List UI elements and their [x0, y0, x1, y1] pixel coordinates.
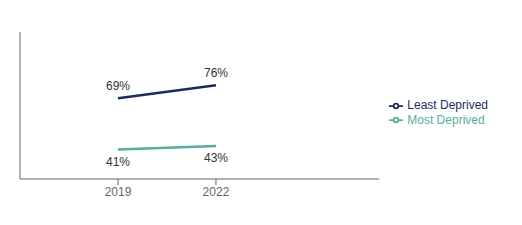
- svg-text:76%: 76%: [204, 66, 228, 80]
- svg-text:2019: 2019: [105, 185, 132, 199]
- svg-text:2022: 2022: [203, 185, 230, 199]
- html-text:Most Deprived: Most Deprived: [407, 112, 485, 127]
- html-text:Least Deprived: Least Deprived: [407, 97, 488, 112]
- svg-text:69%: 69%: [106, 79, 130, 93]
- svg-text:43%: 43%: [204, 151, 228, 165]
- svg-text:41%: 41%: [106, 155, 130, 169]
